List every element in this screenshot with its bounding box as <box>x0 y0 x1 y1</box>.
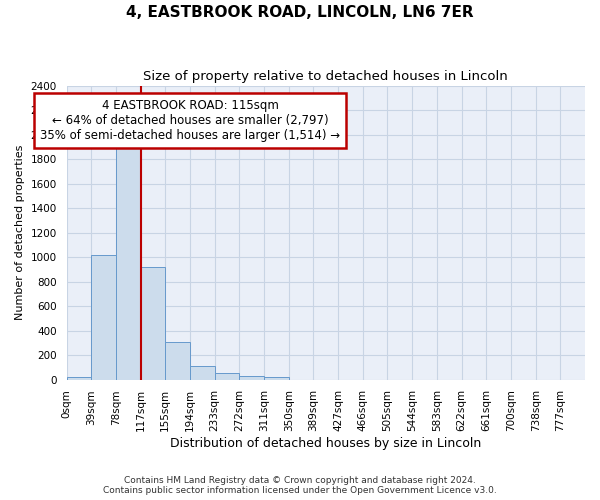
Bar <box>67 377 91 380</box>
Title: Size of property relative to detached houses in Lincoln: Size of property relative to detached ho… <box>143 70 508 83</box>
Bar <box>215 373 239 380</box>
X-axis label: Distribution of detached houses by size in Lincoln: Distribution of detached houses by size … <box>170 437 481 450</box>
Bar <box>264 377 289 380</box>
Text: 4 EASTBROOK ROAD: 115sqm
← 64% of detached houses are smaller (2,797)
35% of sem: 4 EASTBROOK ROAD: 115sqm ← 64% of detach… <box>40 99 340 142</box>
Bar <box>91 254 116 380</box>
Bar <box>140 267 165 380</box>
Bar <box>239 376 264 380</box>
Bar <box>190 366 215 380</box>
Text: Contains HM Land Registry data © Crown copyright and database right 2024.
Contai: Contains HM Land Registry data © Crown c… <box>103 476 497 495</box>
Y-axis label: Number of detached properties: Number of detached properties <box>15 145 25 320</box>
Bar <box>165 342 190 380</box>
Bar <box>116 147 140 380</box>
Text: 4, EASTBROOK ROAD, LINCOLN, LN6 7ER: 4, EASTBROOK ROAD, LINCOLN, LN6 7ER <box>126 5 474 20</box>
